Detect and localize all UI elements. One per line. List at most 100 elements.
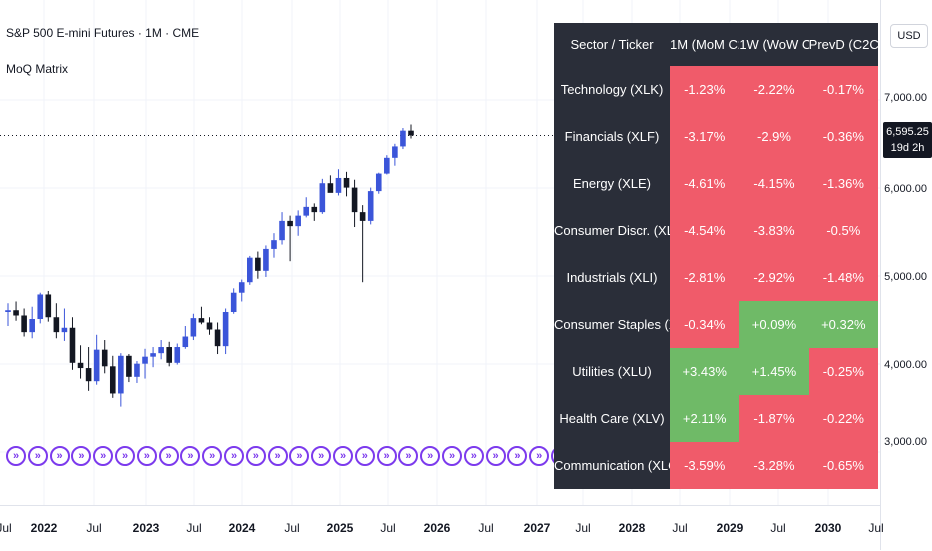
value-1w: -3.28% bbox=[739, 442, 809, 489]
price-tick: 6,000.00 bbox=[884, 183, 927, 195]
price-tick: 4,000.00 bbox=[884, 359, 927, 371]
sector-name: Communication (XLC) bbox=[554, 442, 670, 489]
value-prevd: -0.36% bbox=[808, 113, 878, 160]
sector-name: Technology (XLK) bbox=[554, 66, 670, 113]
time-label: 2029 bbox=[716, 521, 744, 535]
candle-body bbox=[61, 327, 68, 333]
value-prevd: +0.32% bbox=[808, 301, 878, 348]
candle-body bbox=[408, 130, 414, 136]
candle-body bbox=[198, 318, 205, 323]
time-axis[interactable]: Jul 2022 Jul 2023 Jul 2024 Jul 2025 Jul 2026 Jul 20… bbox=[0, 505, 884, 551]
sector-name: Consumer Discr. (XLY) bbox=[554, 207, 670, 254]
matrix-row: Communication (XLC) -3.59% -3.28% -0.65% bbox=[554, 442, 878, 489]
sector-name: Industrials (XLI) bbox=[554, 254, 670, 301]
matrix-row: Energy (XLE) -4.61% -4.15% -1.36% bbox=[554, 160, 878, 207]
value-1m: -3.59% bbox=[670, 442, 740, 489]
candle-body bbox=[279, 220, 285, 241]
time-label: Jul bbox=[672, 521, 688, 535]
candle-body bbox=[21, 315, 27, 333]
value-prevd: -0.65% bbox=[808, 442, 878, 489]
candle-body bbox=[238, 282, 245, 293]
candle-body bbox=[222, 311, 229, 347]
header-1w: 1W (WoW C2C) bbox=[739, 23, 809, 66]
sector-name: Health Care (XLV) bbox=[554, 395, 670, 442]
moq-matrix-table: Sector / Ticker 1M (MoM C2C) 1W (WoW C2C… bbox=[554, 23, 878, 489]
matrix-row: Technology (XLK) -1.23% -2.22% -0.17% bbox=[554, 66, 878, 113]
candle-body bbox=[230, 292, 237, 312]
matrix-row: Consumer Discr. (XLY)-4.54%-3.83%-0.5% bbox=[554, 207, 878, 254]
candle-body bbox=[214, 329, 221, 347]
sector-name: Consumer Staples (XLP) bbox=[554, 301, 670, 348]
time-label: Jul bbox=[770, 521, 786, 535]
candle-body bbox=[101, 349, 108, 367]
candle-body bbox=[367, 191, 374, 221]
candle-body bbox=[343, 177, 350, 188]
value-1w: -2.22% bbox=[739, 66, 809, 113]
header-prevd: PrevD (C2C) bbox=[808, 23, 878, 66]
candle-body bbox=[359, 212, 366, 221]
value-1w: -2.92% bbox=[739, 254, 809, 301]
time-label: 2026 bbox=[423, 521, 451, 535]
candle-body bbox=[190, 318, 197, 337]
candle-body bbox=[158, 347, 164, 354]
candle-body bbox=[392, 146, 398, 158]
candle-body bbox=[77, 362, 84, 369]
time-label: Jul bbox=[0, 521, 12, 535]
time-label: Jul bbox=[868, 521, 884, 535]
candle-body bbox=[37, 294, 44, 319]
value-prevd: -0.5% bbox=[808, 207, 878, 254]
header-sector: Sector / Ticker bbox=[554, 23, 670, 66]
time-label: 2023 bbox=[132, 521, 160, 535]
time-label: Jul bbox=[478, 521, 494, 535]
value-1w: -4.15% bbox=[739, 160, 809, 207]
price-scale[interactable]: 7,000.00 6,000.00 5,000.00 4,000.00 3,00… bbox=[880, 0, 932, 550]
candle-body bbox=[311, 206, 318, 213]
last-price: 6,595.25 bbox=[886, 126, 929, 138]
last-price-badge: 6,595.25 19d 2h bbox=[883, 122, 932, 158]
value-1m: -4.54% bbox=[670, 207, 740, 254]
candle-body bbox=[335, 177, 342, 193]
time-label: 2024 bbox=[228, 521, 256, 535]
matrix-row: Health Care (XLV) +2.11% -1.87% -0.22% bbox=[554, 395, 878, 442]
candle-body bbox=[150, 353, 156, 357]
currency-button[interactable]: USD bbox=[890, 24, 928, 48]
value-1w: -2.9% bbox=[739, 113, 809, 160]
value-prevd: -0.25% bbox=[808, 348, 878, 395]
candle-body bbox=[69, 327, 76, 363]
time-label: 2025 bbox=[326, 521, 354, 535]
value-prevd: -1.36% bbox=[808, 160, 878, 207]
time-label: Jul bbox=[284, 521, 300, 535]
value-1w: -3.83% bbox=[739, 207, 809, 254]
candle-body bbox=[174, 347, 181, 363]
value-1m: +3.43% bbox=[670, 348, 740, 395]
matrix-row: Industrials (XLI) -2.81% -2.92% -1.48% bbox=[554, 254, 878, 301]
candle-body bbox=[327, 183, 334, 193]
candle-body bbox=[271, 240, 277, 249]
matrix-header-row: Sector / Ticker 1M (MoM C2C) 1W (WoW C2C… bbox=[554, 23, 878, 66]
candle-body bbox=[29, 319, 35, 333]
time-label: Jul bbox=[186, 521, 202, 535]
candle-body bbox=[13, 310, 19, 316]
value-1m: -2.81% bbox=[670, 254, 740, 301]
value-1w: +0.09% bbox=[739, 301, 809, 348]
value-1w: -1.87% bbox=[739, 395, 809, 442]
time-label: 2028 bbox=[618, 521, 646, 535]
candle-body bbox=[182, 336, 189, 348]
indicator-label[interactable]: MoQ Matrix bbox=[6, 62, 69, 76]
value-prevd: -0.17% bbox=[808, 66, 878, 113]
time-label: 2022 bbox=[30, 521, 58, 535]
sector-name: Energy (XLE) bbox=[554, 160, 670, 207]
candle-body bbox=[126, 355, 132, 377]
matrix-row: Consumer Staples (XLP)-0.34%+0.09%+0.32% bbox=[554, 301, 878, 348]
time-label: 2027 bbox=[523, 521, 551, 535]
symbol-title[interactable]: S&P 500 E-mini Futures · 1M · CME bbox=[6, 26, 200, 40]
candle-body bbox=[5, 310, 11, 312]
value-1w: +1.45% bbox=[739, 348, 809, 395]
bar-countdown: 19d 2h bbox=[890, 142, 925, 154]
candle-body bbox=[142, 356, 148, 364]
time-label: Jul bbox=[380, 521, 396, 535]
value-1m: -0.34% bbox=[670, 301, 740, 348]
candle-body bbox=[295, 215, 301, 227]
candle-body bbox=[85, 368, 92, 382]
candle-body bbox=[45, 294, 52, 318]
